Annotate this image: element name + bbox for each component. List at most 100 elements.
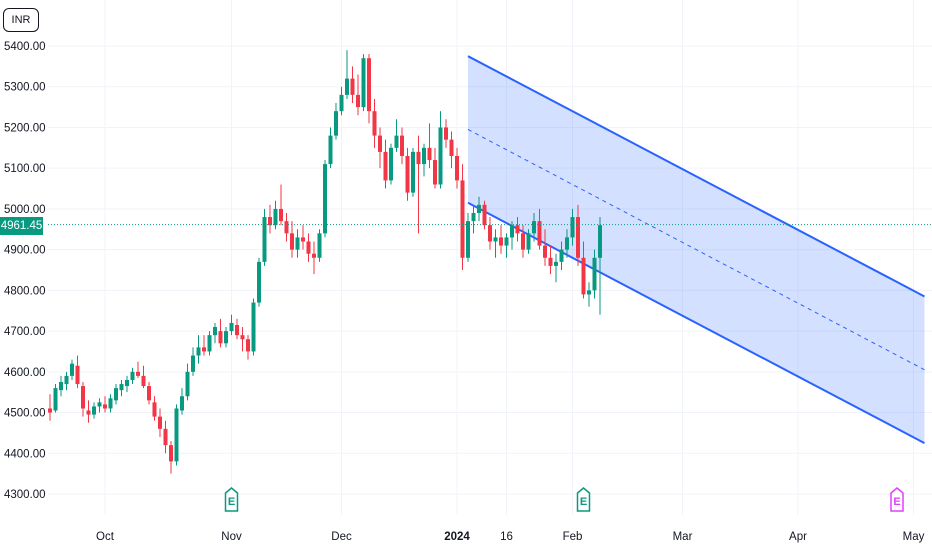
candle-body bbox=[537, 221, 542, 246]
candle bbox=[158, 408, 162, 437]
candle-body bbox=[565, 237, 569, 250]
candle-body bbox=[372, 111, 377, 136]
candle bbox=[565, 229, 569, 258]
candle-body bbox=[290, 233, 294, 250]
candle bbox=[526, 229, 531, 254]
candle bbox=[416, 135, 421, 234]
candle bbox=[383, 139, 388, 189]
candle-body bbox=[218, 331, 223, 344]
candle bbox=[460, 164, 465, 270]
candle-body bbox=[433, 160, 437, 185]
candle bbox=[224, 327, 228, 348]
candle bbox=[587, 282, 591, 307]
candle bbox=[218, 318, 223, 348]
candle bbox=[521, 225, 525, 258]
candle bbox=[246, 335, 250, 360]
candle-body bbox=[240, 335, 245, 340]
candle-body bbox=[493, 237, 498, 242]
earnings-label: E bbox=[580, 496, 587, 508]
candle-body bbox=[570, 217, 575, 238]
candle-body bbox=[598, 225, 602, 258]
candle-body bbox=[317, 233, 322, 258]
candle bbox=[125, 375, 129, 393]
candle-body bbox=[339, 94, 344, 112]
x-tick-label: 2024 bbox=[444, 531, 470, 543]
candle bbox=[345, 50, 349, 99]
candle-body bbox=[592, 257, 597, 291]
candle-body bbox=[103, 404, 107, 409]
candle-body bbox=[279, 208, 283, 222]
earnings-badge bbox=[224, 487, 239, 512]
candle bbox=[279, 184, 283, 226]
candle bbox=[444, 119, 448, 148]
candle-body bbox=[306, 241, 311, 254]
candle-body bbox=[477, 204, 481, 213]
candle-body bbox=[334, 111, 338, 136]
y-tick-label: 4800.00 bbox=[4, 285, 46, 297]
candle-body bbox=[581, 257, 586, 295]
candle bbox=[136, 361, 140, 378]
candle-body bbox=[504, 237, 509, 246]
earnings-marker[interactable]: E bbox=[890, 487, 904, 512]
candle-body bbox=[196, 347, 201, 356]
candle bbox=[312, 241, 316, 275]
candle bbox=[273, 200, 278, 230]
candle bbox=[559, 241, 564, 270]
candle bbox=[86, 400, 91, 423]
candle bbox=[389, 143, 393, 185]
earnings-badge bbox=[890, 487, 904, 512]
candle bbox=[81, 382, 85, 417]
candle-body bbox=[273, 208, 278, 226]
candle bbox=[394, 119, 399, 152]
regression-channel bbox=[467, 55, 925, 444]
candle-body bbox=[262, 217, 267, 262]
candle bbox=[532, 212, 536, 242]
candle-body bbox=[323, 164, 327, 234]
candle-body bbox=[152, 402, 157, 417]
candle bbox=[317, 229, 322, 262]
candle bbox=[257, 257, 261, 307]
earnings-marker[interactable]: E bbox=[224, 487, 239, 512]
candle bbox=[477, 196, 481, 222]
candle bbox=[378, 127, 382, 169]
candle-body bbox=[455, 155, 459, 181]
x-tick-label: Apr bbox=[789, 531, 807, 543]
candle bbox=[356, 74, 360, 116]
candle bbox=[488, 217, 492, 250]
candle bbox=[103, 396, 107, 413]
candle-body bbox=[427, 147, 432, 161]
candle bbox=[301, 225, 305, 250]
candle bbox=[235, 318, 239, 340]
candle-body bbox=[510, 225, 514, 238]
x-axis: Oct Nov Dec 2024 16 Feb Mar Apr May bbox=[96, 531, 925, 543]
candle-body bbox=[532, 221, 536, 234]
candle bbox=[504, 233, 509, 258]
x-tick-label: Oct bbox=[96, 531, 115, 543]
candle-body bbox=[141, 375, 146, 387]
candle-body bbox=[268, 217, 272, 226]
candle-body bbox=[158, 416, 162, 429]
candle bbox=[53, 384, 58, 413]
candle-body bbox=[185, 371, 190, 397]
y-tick-label: 5200.00 bbox=[4, 122, 46, 134]
candle-body bbox=[70, 363, 74, 376]
x-tick-label: Nov bbox=[221, 531, 242, 543]
y-tick-label: 5100.00 bbox=[4, 163, 46, 175]
candle-body bbox=[356, 94, 360, 108]
candle bbox=[202, 335, 206, 356]
earnings-marker[interactable]: E bbox=[576, 487, 591, 512]
candle bbox=[240, 327, 245, 352]
candle bbox=[130, 367, 135, 385]
currency-label[interactable]: INR bbox=[3, 8, 39, 32]
candle bbox=[207, 331, 212, 356]
candle bbox=[449, 131, 454, 169]
candle bbox=[581, 241, 586, 299]
x-tick-label: Mar bbox=[673, 531, 693, 543]
y-tick-label: 4700.00 bbox=[4, 326, 46, 338]
candle-body bbox=[378, 135, 382, 152]
candle-body bbox=[543, 245, 547, 258]
candle bbox=[196, 335, 201, 364]
candle bbox=[70, 359, 74, 380]
candle bbox=[350, 66, 355, 104]
